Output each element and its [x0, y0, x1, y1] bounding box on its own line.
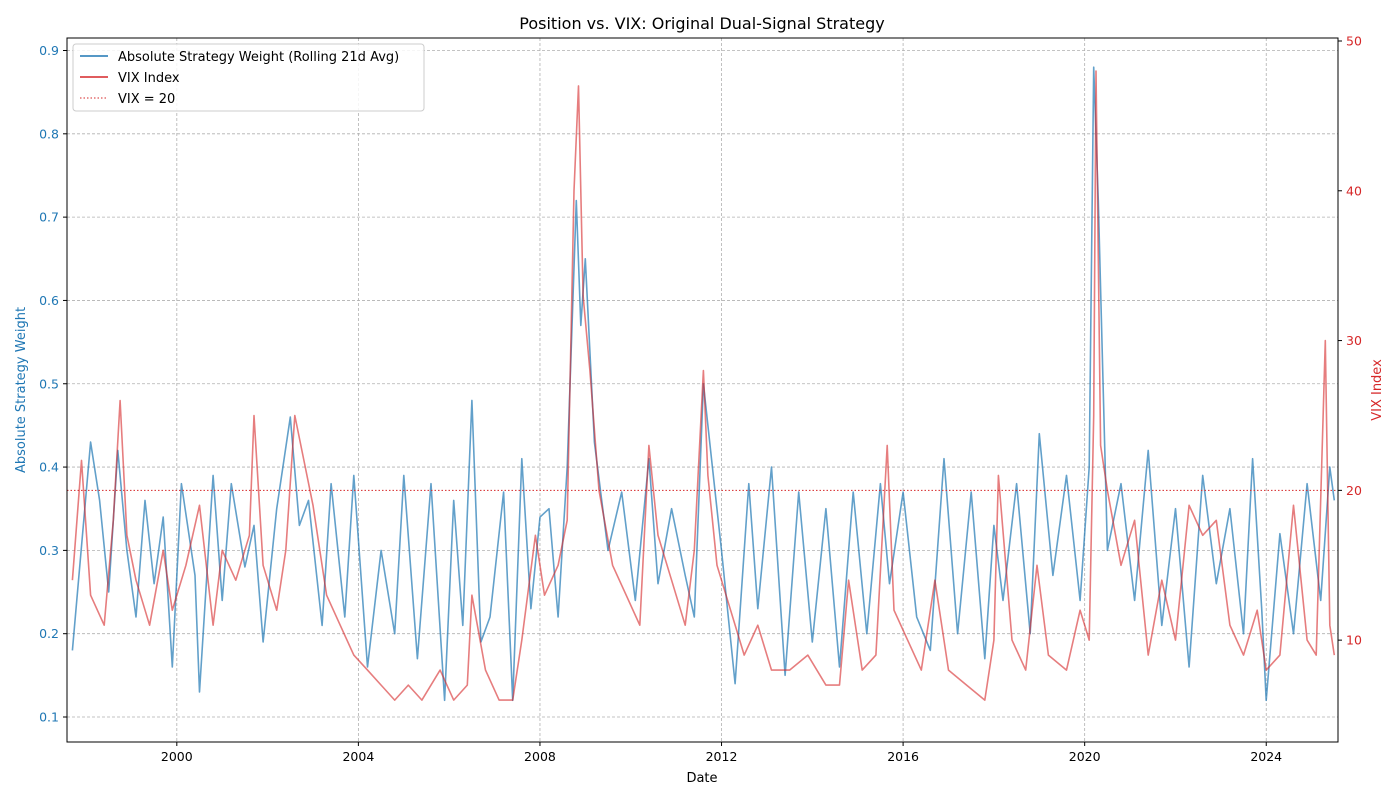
legend-entry-label: VIX Index: [118, 71, 180, 86]
right-tick-label: 30: [1346, 333, 1362, 348]
axes: 2000 2004 2008 2012 2016 2020 2024 0.1 0.2 0.3 0.4…: [39, 33, 1362, 764]
left-tick-label: 0.1: [39, 710, 59, 725]
x-tick-label: 2004: [342, 749, 374, 764]
x-tick-label: 2000: [161, 749, 193, 764]
x-tick-label: 2020: [1069, 749, 1101, 764]
left-tick-label: 0.3: [39, 543, 59, 558]
right-tick-label: 10: [1346, 633, 1362, 648]
x-axis-label: Date: [686, 771, 717, 786]
legend-entry-label: Absolute Strategy Weight (Rolling 21d Av…: [118, 50, 399, 65]
right-tick-label: 20: [1346, 483, 1362, 498]
left-axis-label: Absolute Strategy Weight: [14, 307, 29, 473]
vix-series-line: [71, 70, 1336, 701]
left-tick-label: 0.8: [39, 126, 59, 141]
legend-entry-label: VIX = 20: [118, 92, 175, 107]
x-tick-label: 2012: [706, 749, 738, 764]
plot-frame: [66, 37, 1339, 743]
right-tick-label: 40: [1346, 183, 1362, 198]
series-layer: [67, 66, 1338, 702]
weight-series-line: [71, 66, 1336, 702]
left-tick-label: 0.4: [39, 460, 59, 475]
chart-title: Position vs. VIX: Original Dual-Signal S…: [519, 14, 884, 33]
left-tick-label: 0.7: [39, 210, 59, 225]
x-tick-label: 2008: [524, 749, 556, 764]
left-tick-label: 0.2: [39, 626, 59, 641]
legend: Absolute Strategy Weight (Rolling 21d Av…: [72, 43, 425, 112]
left-tick-label: 0.5: [39, 376, 59, 391]
right-tick-label: 50: [1346, 33, 1362, 48]
legend-box: [72, 43, 425, 112]
right-axis-label: VIX Index: [1370, 359, 1385, 421]
left-tick-label: 0.9: [39, 43, 59, 58]
x-tick-label: 2016: [887, 749, 919, 764]
left-tick-label: 0.6: [39, 293, 59, 308]
x-tick-label: 2024: [1250, 749, 1282, 764]
